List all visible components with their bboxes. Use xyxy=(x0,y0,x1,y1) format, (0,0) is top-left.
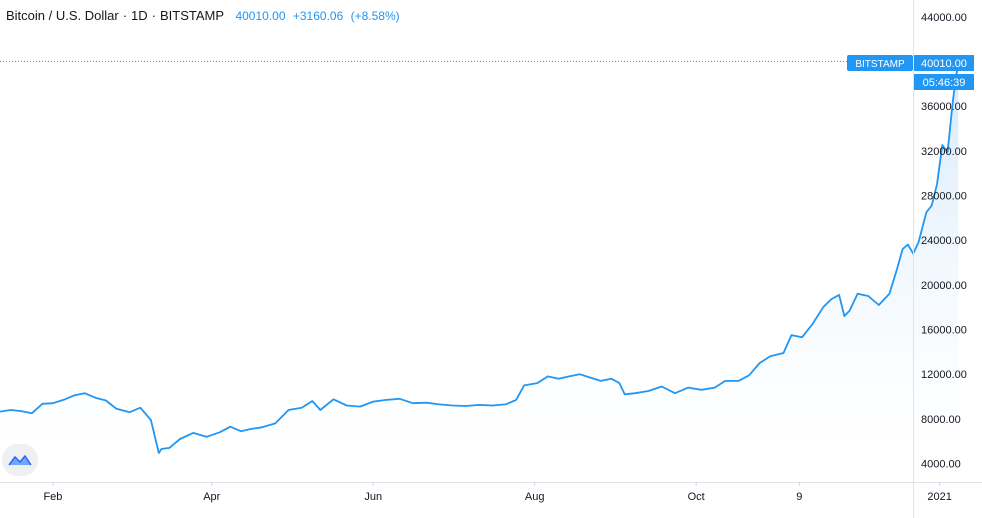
exchange-label: BITSTAMP xyxy=(160,8,224,23)
time-axis-tick-label: Oct xyxy=(688,491,705,503)
chart-legend: Bitcoin / U.S. Dollar · 1D · BITSTAMP 40010.… xyxy=(6,8,404,23)
symbol-name[interactable]: Bitcoin / U.S. Dollar xyxy=(6,8,119,23)
time-axis[interactable]: Feb Apr Jun Aug Oct 9 2021 xyxy=(0,482,982,503)
last-price: 40010.00 xyxy=(235,9,286,23)
price-series-line xyxy=(0,61,960,454)
legend-values: 40010.00 +3160.06 (+8.58%) xyxy=(235,9,403,23)
tradingview-logo-button[interactable] xyxy=(2,444,38,476)
tradingview-logo-icon xyxy=(8,454,32,466)
time-axis-tick-label: 2021 xyxy=(927,491,951,503)
price-axis-tick-label: 24000.00 xyxy=(921,235,967,247)
exchange-tag-label: BITSTAMP xyxy=(855,59,905,70)
price-axis-tick-label: 16000.00 xyxy=(921,325,967,337)
time-axis-tick-label: Feb xyxy=(43,491,62,503)
plot-area xyxy=(0,60,960,454)
legend-separator: · xyxy=(151,8,157,23)
legend-separator: · xyxy=(122,8,128,23)
countdown-bg xyxy=(914,74,974,90)
price-area-fill xyxy=(0,61,959,454)
price-axis-tick-label: 32000.00 xyxy=(921,146,967,158)
price-tag-bg xyxy=(914,55,974,71)
price-axis[interactable]: 44000.00 36000.00 32000.00 28000.00 24000.00… xyxy=(913,0,967,518)
price-axis-tick-label: 36000.00 xyxy=(921,101,967,113)
time-axis-tick-label: 9 xyxy=(796,491,802,503)
countdown-value: 05:46:39 xyxy=(923,77,966,89)
price-axis-tick-label: 4000.00 xyxy=(921,459,961,471)
interval-label[interactable]: 1D xyxy=(131,8,148,23)
time-axis-tick-label: Apr xyxy=(203,491,220,503)
price-change-percent: (+8.58%) xyxy=(350,9,400,23)
price-axis-tick-label: 44000.00 xyxy=(921,12,967,24)
price-axis-tick-label: 8000.00 xyxy=(921,414,961,426)
time-axis-tick-label: Aug xyxy=(525,491,545,503)
price-tag-value: 40010.00 xyxy=(921,58,967,70)
price-axis-tick-label: 12000.00 xyxy=(921,369,967,381)
last-price-tag: BITSTAMP 40010.00 05:46:39 xyxy=(847,55,974,90)
price-axis-tick-label: 28000.00 xyxy=(921,190,967,202)
exchange-tag-bg xyxy=(847,55,913,71)
price-axis-tick-label: 20000.00 xyxy=(921,280,967,292)
time-axis-tick-label: Jun xyxy=(364,491,382,503)
price-change: +3160.06 xyxy=(292,9,344,23)
